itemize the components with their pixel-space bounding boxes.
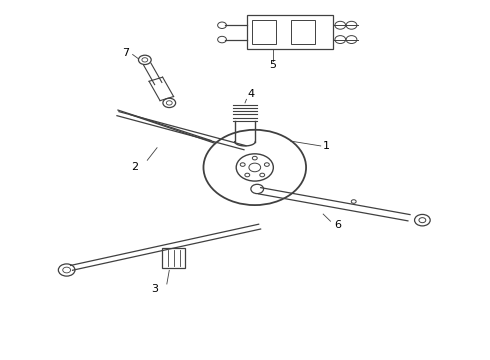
- Bar: [252, 20, 276, 44]
- Text: 1: 1: [323, 141, 330, 151]
- Bar: [291, 20, 315, 44]
- Text: 3: 3: [151, 284, 158, 294]
- Text: 6: 6: [334, 220, 342, 230]
- Bar: [162, 248, 185, 268]
- Text: 7: 7: [122, 48, 129, 58]
- Text: 4: 4: [247, 89, 255, 99]
- Bar: [247, 15, 333, 49]
- Text: 2: 2: [131, 162, 139, 172]
- Text: 5: 5: [270, 60, 276, 70]
